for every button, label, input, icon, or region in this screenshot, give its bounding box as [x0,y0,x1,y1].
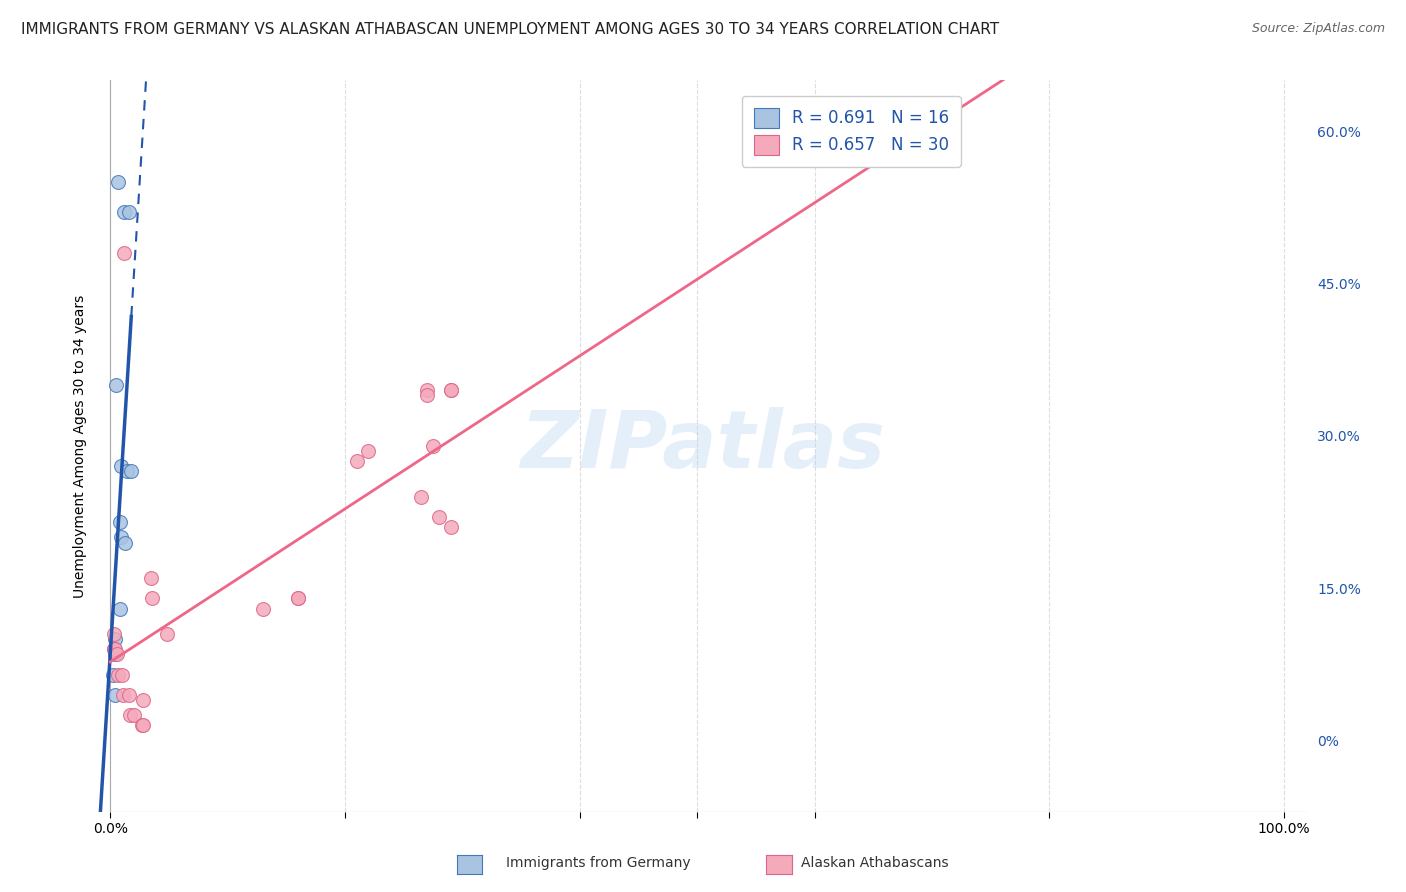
Point [104,647,127,661]
Point [132,718,155,732]
Point [122,708,145,723]
Point [101,667,124,681]
Point [141,571,163,585]
Point [427,510,450,524]
Point [252,601,274,615]
Point [131,718,153,732]
Point [287,591,309,606]
Point [108,601,131,615]
Point [104,688,127,702]
Point [107,667,129,681]
Point [132,693,155,707]
Point [439,383,461,397]
Text: IMMIGRANTS FROM GERMANY VS ALASKAN ATHABASCAN UNEMPLOYMENT AMONG AGES 30 TO 34 Y: IMMIGRANTS FROM GERMANY VS ALASKAN ATHAB… [21,22,1000,37]
Point [118,688,141,702]
Point [416,383,439,397]
Point [346,454,368,468]
Point [120,708,142,723]
Point [110,459,132,474]
Point [104,632,127,646]
Legend: R = 0.691   N = 16, R = 0.657   N = 30: R = 0.691 N = 16, R = 0.657 N = 30 [742,96,960,167]
Point [112,205,135,219]
Point [105,378,128,392]
Point [103,642,125,657]
Point [155,627,177,641]
Point [411,490,433,504]
Point [107,175,129,189]
Point [104,642,127,657]
Point [111,667,134,681]
Text: ZIPatlas: ZIPatlas [520,407,886,485]
Point [114,535,136,549]
Point [118,205,141,219]
Point [287,591,309,606]
Point [112,246,135,260]
Point [439,383,461,397]
Point [357,444,380,458]
Point [105,647,128,661]
Point [120,464,142,478]
Text: Immigrants from Germany: Immigrants from Germany [506,856,690,871]
Point [439,520,461,534]
Point [416,388,439,402]
Point [112,688,135,702]
Text: Source: ZipAtlas.com: Source: ZipAtlas.com [1251,22,1385,36]
Y-axis label: Unemployment Among Ages 30 to 34 years: Unemployment Among Ages 30 to 34 years [73,294,87,598]
Point [115,464,138,478]
Point [141,591,163,606]
Point [422,439,444,453]
Point [103,642,125,657]
Point [103,627,125,641]
Point [110,530,132,544]
Text: Alaskan Athabascans: Alaskan Athabascans [801,856,949,871]
Point [108,515,131,529]
